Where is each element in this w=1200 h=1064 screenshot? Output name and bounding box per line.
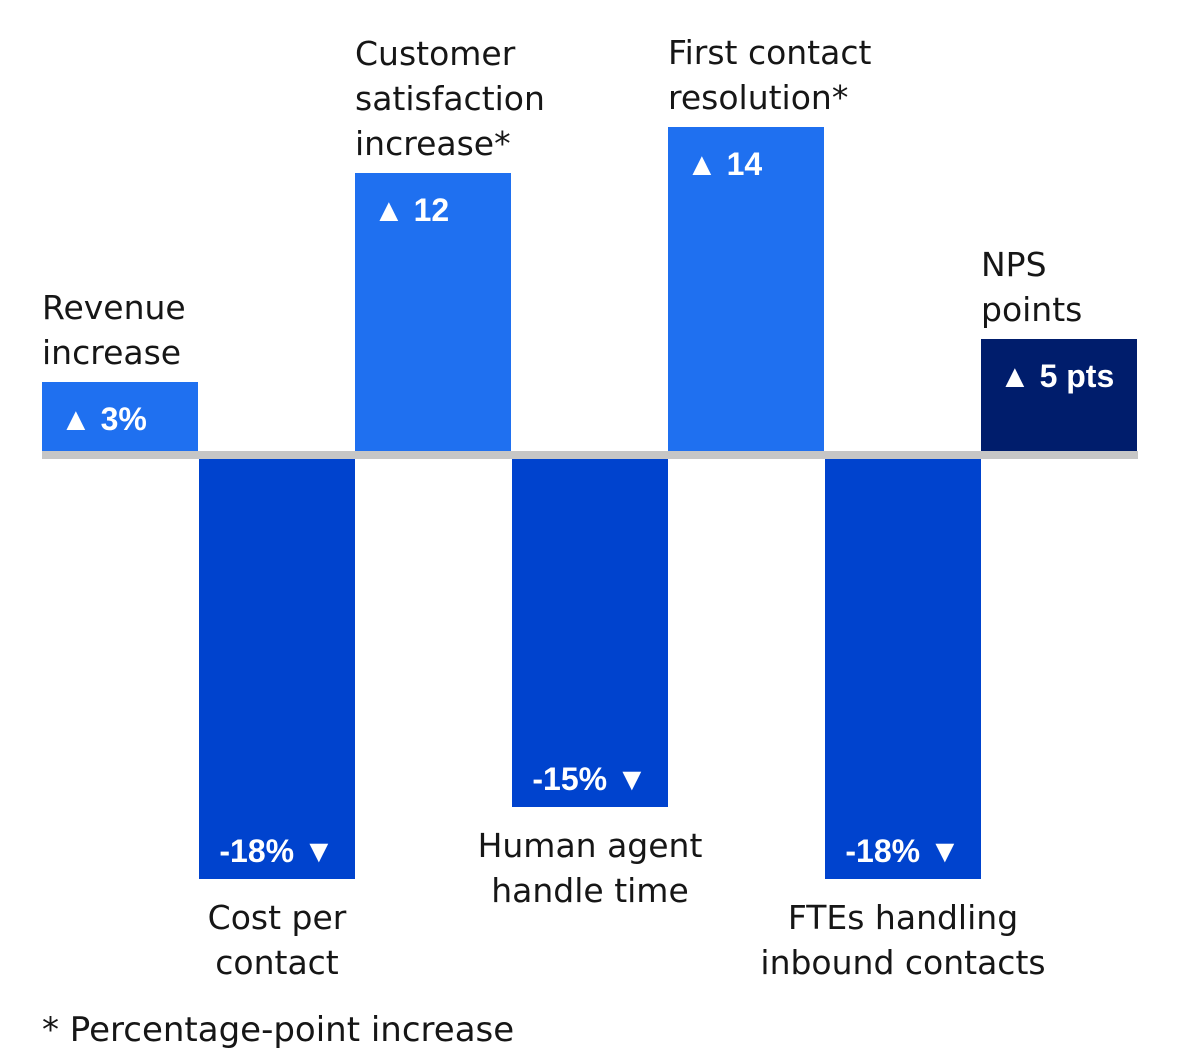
value-label-revenue-increase: ▲ 3% — [60, 401, 147, 437]
category-label-ftes-handling-inbound-contacts: FTEs handling inbound contacts — [760, 898, 1045, 982]
category-label-line: Customer — [355, 34, 516, 73]
category-label-line: FTEs handling — [788, 898, 1018, 937]
value-label-nps-points: ▲ 5 pts — [999, 358, 1114, 394]
bar-customer-satisfaction-increase — [355, 173, 511, 455]
category-label-line: points — [981, 290, 1082, 329]
category-label-first-contact-resolution: First contact resolution* — [668, 33, 871, 117]
category-label-line: Human agent — [478, 826, 703, 865]
bar-human-agent-handle-time — [512, 459, 668, 807]
value-label-customer-satisfaction-increase: ▲ 12 — [373, 192, 449, 228]
category-label-line: contact — [215, 943, 339, 982]
value-label-ftes-handling-inbound-contacts: -18% ▼ — [845, 833, 960, 869]
category-label-line: NPS — [981, 245, 1047, 284]
category-label-nps-points: NPS points — [981, 245, 1082, 329]
category-label-line: increase — [42, 333, 181, 372]
category-label-line: Revenue — [42, 288, 186, 327]
value-label-first-contact-resolution: ▲ 14 — [686, 146, 762, 182]
category-label-line: Cost per — [208, 898, 347, 937]
category-label-line: satisfaction — [355, 79, 545, 118]
category-label-line: handle time — [491, 871, 689, 910]
category-label-line: inbound contacts — [760, 943, 1045, 982]
footnote: * Percentage-point increase — [42, 1010, 515, 1050]
category-label-cost-per-contact: Cost per contact — [208, 898, 347, 982]
bar-cost-per-contact — [199, 459, 355, 879]
category-label-human-agent-handle-time: Human agent handle time — [478, 826, 703, 910]
category-label-revenue-increase: Revenue increase — [42, 288, 186, 372]
bar-revenue-increase — [42, 382, 198, 455]
category-label-line: First contact — [668, 33, 871, 72]
value-label-human-agent-handle-time: -15% ▼ — [532, 761, 647, 797]
baseline-axis — [42, 451, 1138, 459]
value-label-cost-per-contact: -18% ▼ — [219, 833, 334, 869]
category-label-line: resolution* — [668, 78, 848, 117]
bar-chart: ▲ 3% Revenue increase -18% ▼ Cost per contact… — [42, 33, 1138, 982]
category-label-customer-satisfaction-increase: Customer satisfaction increase* — [355, 34, 545, 163]
bar-ftes-handling-inbound-contacts — [825, 459, 981, 879]
category-label-line: increase* — [355, 124, 511, 163]
bar-first-contact-resolution — [668, 127, 824, 455]
bar-nps-points — [981, 339, 1137, 455]
